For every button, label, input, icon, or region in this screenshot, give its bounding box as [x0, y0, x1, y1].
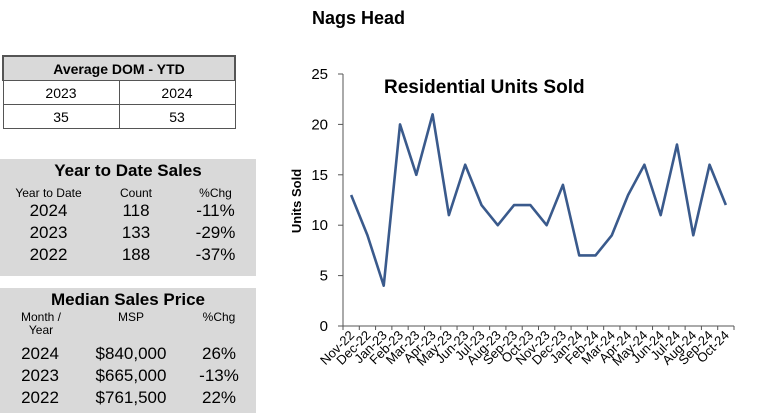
msp-row-chg: -13%: [199, 366, 239, 385]
ytd-header-year: Year to Date: [15, 186, 82, 200]
ytd-row-count: 188: [121, 245, 151, 264]
msp-header-msp: MSP: [117, 310, 144, 324]
msp-row-year: 2022: [21, 388, 59, 407]
median-sales-price-panel: Median Sales Price Month / Year MSP %Chg…: [0, 288, 256, 413]
y-tick-label: 25: [311, 66, 328, 83]
msp-row-price: $840,000: [95, 344, 167, 363]
ytd-row-year: 2023: [29, 223, 68, 242]
msp-row-price: $665,000: [95, 366, 167, 385]
units-sold-line: [349, 113, 728, 287]
x-tick-labels: Nov-22Dec-22Jan-23Feb-23Mar-23Apr-23May-…: [317, 328, 732, 369]
y-tick-label: 10: [311, 217, 328, 234]
dom-value-2023: 35: [2, 104, 120, 129]
units-sold-chart: Residential Units Sold Units Sold 0 5 10 15…: [289, 66, 735, 369]
ytd-row-count: 133: [121, 223, 151, 242]
chart-title: Residential Units Sold: [384, 77, 585, 98]
y-tick-labels: 0 5 10 15 20 25: [311, 66, 328, 335]
ytd-row-chg: -29%: [195, 223, 236, 242]
ytd-header-count: Count: [119, 186, 153, 200]
dom-value-2024: 53: [118, 104, 236, 129]
ytd-row-year: 2024: [29, 201, 68, 220]
ytd-title: Year to Date Sales: [54, 161, 202, 180]
msp-title: Median Sales Price: [50, 290, 206, 309]
ytd-row-chg: -37%: [195, 245, 236, 264]
dom-year-2023: 2023: [2, 80, 120, 105]
msp-row-chg: 22%: [201, 388, 237, 407]
msp-row-year: 2024: [21, 344, 59, 363]
ytd-header-chg: %Chg: [199, 186, 232, 200]
msp-header-month-year: Month / Year: [20, 310, 62, 337]
ytd-row-chg: -11%: [196, 201, 235, 220]
y-axis-label: Units Sold: [289, 169, 304, 233]
dom-year-2024: 2024: [118, 80, 236, 105]
ytd-row-count: 118: [122, 201, 150, 220]
average-dom-title: Average DOM - YTD: [2, 55, 236, 81]
y-tick-label: 15: [311, 167, 328, 184]
year-to-date-sales-panel: Year to Date Sales Year to Date Count %C…: [0, 159, 256, 276]
msp-row-chg: 26%: [201, 344, 237, 363]
ytd-row-year: 2022: [29, 245, 68, 264]
page-title: Nags Head: [312, 8, 406, 28]
msp-row-price: $761,500: [95, 388, 167, 407]
y-tick-label: 5: [320, 268, 328, 285]
y-tick-label: 0: [320, 318, 328, 335]
msp-header-chg: %Chg: [202, 310, 236, 324]
msp-row-year: 2023: [21, 366, 59, 385]
average-dom-table: Average DOM - YTD 2023 2024 35 53: [2, 55, 236, 129]
y-tick-label: 20: [311, 116, 328, 133]
chart-axes: [338, 73, 735, 330]
